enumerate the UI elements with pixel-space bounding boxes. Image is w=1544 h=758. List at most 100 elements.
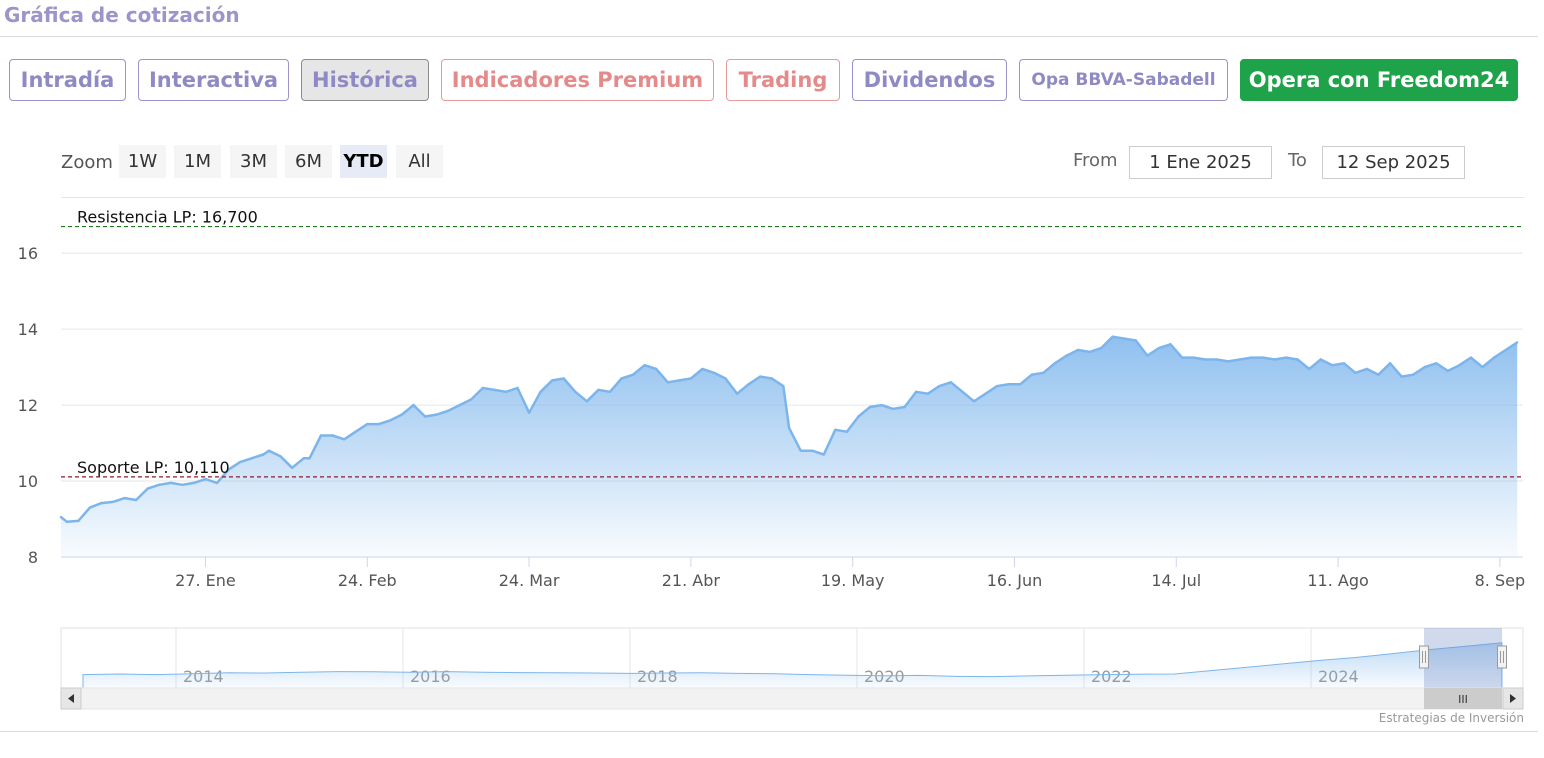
data-point	[435, 413, 438, 416]
data-point	[1331, 364, 1334, 367]
data-point	[689, 377, 693, 380]
data-point	[470, 398, 473, 401]
data-point	[1342, 362, 1346, 365]
data-point	[551, 379, 554, 382]
data-point	[1435, 362, 1438, 365]
scrollbar-track[interactable]	[60, 687, 1524, 710]
data-point	[331, 434, 334, 437]
tab-interactiva[interactable]: Interactiva	[138, 59, 289, 101]
data-point	[1100, 346, 1103, 350]
data-point	[1446, 369, 1450, 373]
zoom-1m-button[interactable]: 1M	[174, 145, 221, 178]
support-label: Soporte LP: 10,110	[77, 458, 230, 477]
x-tick-label: 16. Jun	[987, 571, 1043, 590]
data-point	[984, 392, 987, 395]
to-date-input[interactable]: 12 Sep 2025	[1322, 146, 1465, 179]
data-point	[290, 466, 294, 469]
freedom24-cta-button[interactable]: Opera con Freedom24	[1240, 59, 1518, 101]
scrollbar[interactable]: III	[60, 687, 1524, 710]
data-point	[123, 496, 126, 500]
navigator[interactable]: 201420162018202020222024	[60, 627, 1524, 689]
plot-lines: Resistencia LP: 16,700 Soporte LP: 10,110	[61, 208, 1523, 478]
scroll-right-arrow-icon	[1510, 694, 1516, 703]
data-point	[111, 500, 115, 504]
data-point	[1516, 341, 1519, 344]
from-date-input[interactable]: 1 Ene 2025	[1129, 146, 1272, 179]
data-point	[811, 449, 814, 452]
data-point	[1400, 375, 1403, 378]
x-tick-label: 11. Ago	[1307, 571, 1368, 590]
data-point	[938, 384, 941, 388]
navigator-left-handle[interactable]	[1419, 645, 1429, 669]
data-point	[539, 390, 542, 393]
data-point	[262, 453, 265, 456]
zoom-all-button[interactable]: All	[396, 145, 443, 178]
zoom-label: Zoom	[61, 152, 113, 173]
scrollbar-thumb[interactable]	[1424, 688, 1502, 709]
data-point	[735, 392, 739, 395]
x-tick-label: 14. Jul	[1151, 571, 1201, 590]
zoom-ytd-button[interactable]: YTD	[340, 145, 387, 178]
tab-opa-bbva-sabadell[interactable]: Opa BBVA-Sabadell	[1019, 59, 1228, 101]
y-tick-label: 12	[18, 396, 38, 415]
data-point	[1284, 356, 1288, 359]
tab-indicadores-premium[interactable]: Indicadores Premium	[441, 59, 714, 101]
zoom-3m-button[interactable]: 3M	[230, 145, 277, 178]
data-point	[447, 409, 450, 412]
scroll-left-arrow-icon	[68, 694, 74, 703]
data-point	[169, 481, 172, 485]
data-point	[267, 449, 271, 452]
data-point	[516, 386, 519, 390]
tab-historica[interactable]: Histórica	[301, 59, 429, 101]
data-point	[1111, 335, 1114, 338]
data-point	[724, 377, 727, 380]
tab-dividendos[interactable]: Dividendos	[852, 59, 1007, 101]
zoom-1w-button[interactable]: 1W	[119, 145, 166, 178]
data-point	[481, 386, 484, 390]
data-point	[678, 379, 681, 382]
data-point	[585, 400, 589, 403]
data-point	[1180, 356, 1184, 359]
data-point	[1192, 356, 1195, 359]
data-point	[279, 455, 282, 458]
zoom-6m-button[interactable]: 6M	[285, 145, 332, 178]
data-point	[192, 481, 196, 485]
data-point	[389, 419, 392, 422]
data-point	[100, 501, 103, 505]
price-area	[59, 335, 1519, 557]
data-point	[972, 400, 976, 403]
data-point	[608, 390, 612, 393]
data-point	[493, 388, 496, 392]
data-point	[354, 430, 357, 433]
data-point	[204, 477, 207, 481]
data-point	[527, 411, 531, 414]
data-point	[1261, 356, 1265, 359]
navigator-selection[interactable]	[1424, 628, 1502, 688]
data-point	[620, 377, 623, 380]
data-point	[822, 453, 825, 456]
data-point	[400, 413, 404, 416]
page-title: Gráfica de cotización	[4, 3, 240, 27]
credits-label[interactable]: Estrategias de Inversión	[1378, 711, 1524, 725]
tab-intradia[interactable]: Intradía	[9, 59, 126, 101]
data-point	[377, 422, 380, 426]
y-tick-label: 14	[18, 320, 38, 339]
y-axis: 8 10 12 14 16	[18, 244, 38, 567]
data-point	[181, 483, 184, 486]
y-tick-label: 10	[18, 472, 38, 491]
data-point	[1388, 362, 1392, 365]
data-point	[701, 367, 704, 371]
navigator-right-handle[interactable]	[1497, 645, 1507, 669]
data-point	[655, 367, 658, 371]
data-point	[412, 403, 415, 407]
data-point	[1042, 371, 1045, 374]
data-point	[782, 384, 785, 388]
data-point	[1354, 371, 1357, 374]
data-point	[1238, 358, 1242, 361]
bottom-divider	[0, 731, 1538, 732]
tab-trading[interactable]: Trading	[726, 59, 840, 101]
x-tick-label: 24. Feb	[338, 571, 397, 590]
data-point	[1076, 348, 1080, 352]
x-axis: 27. Ene 24. Feb 24. Mar 21. Abr 19. May 16. J…	[61, 556, 1525, 590]
data-point	[799, 449, 802, 452]
